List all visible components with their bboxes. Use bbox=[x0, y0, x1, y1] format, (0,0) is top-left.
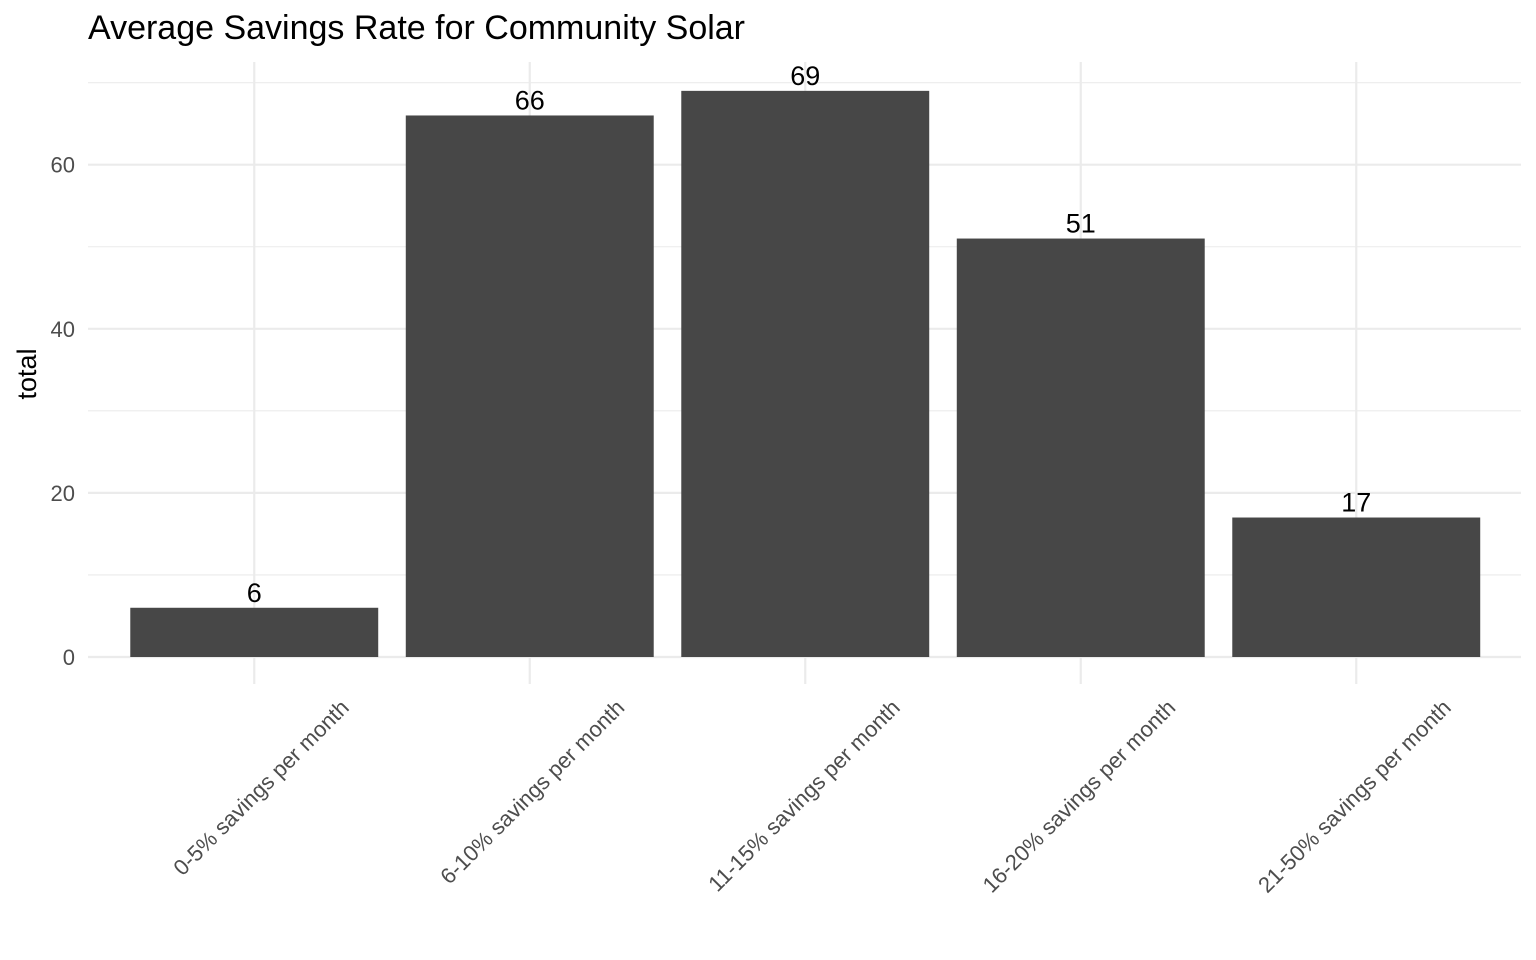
bar-3 bbox=[956, 238, 1205, 658]
bar-4 bbox=[1232, 517, 1481, 657]
y-tick-label-3: 60 bbox=[51, 153, 75, 178]
bar-2 bbox=[681, 90, 930, 658]
bars bbox=[130, 90, 1481, 658]
data-label-0: 6 bbox=[247, 578, 262, 608]
data-label-2: 69 bbox=[790, 61, 820, 91]
y-axis-title: total bbox=[12, 348, 42, 399]
bar-0 bbox=[130, 607, 379, 657]
data-label-3: 51 bbox=[1066, 209, 1096, 239]
chart-title: Average Savings Rate for Community Solar bbox=[88, 9, 745, 47]
y-tick-label-1: 20 bbox=[51, 481, 75, 506]
y-axis-ticks: 0 20 40 60 bbox=[51, 153, 75, 670]
bar-1 bbox=[405, 115, 654, 658]
data-label-4: 17 bbox=[1341, 488, 1371, 518]
y-tick-label-2: 40 bbox=[51, 317, 75, 342]
data-label-1: 66 bbox=[515, 85, 545, 115]
y-tick-label-0: 0 bbox=[63, 645, 75, 670]
